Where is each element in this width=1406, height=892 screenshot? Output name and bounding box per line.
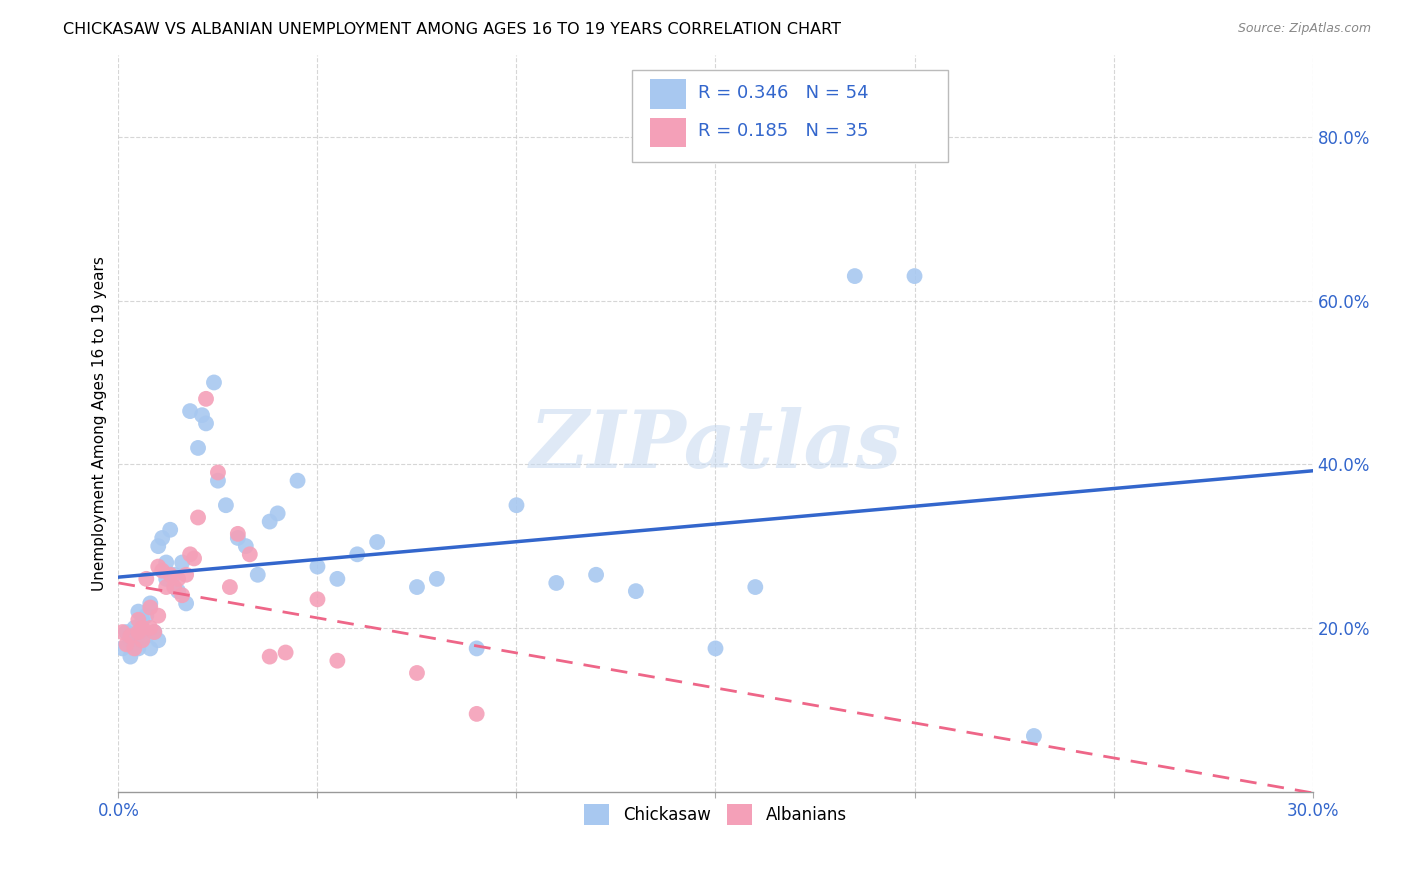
Point bbox=[124, 621, 146, 635]
Point bbox=[207, 474, 229, 488]
Point bbox=[174, 596, 197, 610]
Point bbox=[187, 441, 209, 455]
Point bbox=[187, 510, 209, 524]
Point bbox=[163, 567, 186, 582]
Text: ZIPatlas: ZIPatlas bbox=[530, 407, 901, 484]
Point bbox=[115, 637, 138, 651]
Point bbox=[150, 531, 173, 545]
Point bbox=[183, 551, 205, 566]
Point bbox=[139, 641, 162, 656]
Text: R = 0.185   N = 35: R = 0.185 N = 35 bbox=[697, 122, 868, 140]
Point bbox=[246, 567, 269, 582]
Point bbox=[465, 706, 488, 721]
Point bbox=[195, 392, 218, 406]
Point bbox=[239, 547, 262, 561]
Point bbox=[131, 621, 153, 635]
Point bbox=[174, 567, 197, 582]
Point bbox=[307, 592, 329, 607]
Point bbox=[131, 613, 153, 627]
Point bbox=[505, 498, 527, 512]
Point bbox=[1022, 729, 1045, 743]
Point bbox=[235, 539, 257, 553]
Point bbox=[326, 654, 349, 668]
Point bbox=[127, 625, 149, 640]
Text: R = 0.346   N = 54: R = 0.346 N = 54 bbox=[697, 84, 869, 102]
Point bbox=[287, 474, 309, 488]
Text: CHICKASAW VS ALBANIAN UNEMPLOYMENT AMONG AGES 16 TO 19 YEARS CORRELATION CHART: CHICKASAW VS ALBANIAN UNEMPLOYMENT AMONG… bbox=[63, 22, 841, 37]
Point bbox=[163, 580, 186, 594]
Point bbox=[226, 526, 249, 541]
Point bbox=[307, 559, 329, 574]
Point bbox=[143, 625, 166, 640]
Point bbox=[124, 641, 146, 656]
Point bbox=[406, 580, 429, 594]
Point bbox=[120, 629, 142, 643]
Point bbox=[111, 641, 134, 656]
Point bbox=[120, 649, 142, 664]
Text: Source: ZipAtlas.com: Source: ZipAtlas.com bbox=[1237, 22, 1371, 36]
Point bbox=[115, 625, 138, 640]
Point bbox=[148, 633, 170, 648]
Point bbox=[155, 572, 177, 586]
Point bbox=[135, 572, 157, 586]
Point bbox=[624, 584, 647, 599]
Point bbox=[191, 408, 214, 422]
Point bbox=[215, 498, 238, 512]
Point bbox=[366, 535, 388, 549]
Point bbox=[465, 641, 488, 656]
Point bbox=[426, 572, 449, 586]
Point bbox=[259, 515, 281, 529]
Point bbox=[127, 605, 149, 619]
Point bbox=[844, 269, 866, 284]
Point bbox=[139, 600, 162, 615]
Point bbox=[903, 269, 925, 284]
Point bbox=[148, 559, 170, 574]
Point bbox=[585, 567, 607, 582]
Point bbox=[259, 649, 281, 664]
Y-axis label: Unemployment Among Ages 16 to 19 years: Unemployment Among Ages 16 to 19 years bbox=[93, 256, 107, 591]
Point bbox=[326, 572, 349, 586]
Point bbox=[155, 556, 177, 570]
Point bbox=[704, 641, 727, 656]
Point bbox=[172, 556, 194, 570]
Point bbox=[139, 596, 162, 610]
Point bbox=[546, 576, 568, 591]
Point bbox=[150, 564, 173, 578]
Point bbox=[202, 376, 225, 390]
Point bbox=[159, 567, 181, 582]
Point bbox=[127, 613, 149, 627]
Point bbox=[135, 629, 157, 643]
Point bbox=[406, 665, 429, 680]
Point bbox=[346, 547, 368, 561]
Point bbox=[744, 580, 766, 594]
Point bbox=[207, 466, 229, 480]
Point bbox=[172, 588, 194, 602]
Point bbox=[139, 621, 162, 635]
Point bbox=[148, 608, 170, 623]
Point bbox=[179, 547, 201, 561]
Point bbox=[159, 523, 181, 537]
Point bbox=[167, 584, 190, 599]
Point bbox=[195, 417, 218, 431]
Point bbox=[111, 625, 134, 640]
Point bbox=[226, 531, 249, 545]
Point bbox=[148, 539, 170, 553]
Point bbox=[127, 641, 149, 656]
Point bbox=[135, 608, 157, 623]
Point bbox=[155, 580, 177, 594]
Point bbox=[266, 507, 288, 521]
Point bbox=[131, 633, 153, 648]
FancyBboxPatch shape bbox=[631, 70, 948, 162]
Point bbox=[179, 404, 201, 418]
Point bbox=[131, 625, 153, 640]
Point bbox=[143, 625, 166, 640]
Point bbox=[167, 572, 190, 586]
Point bbox=[120, 633, 142, 648]
Legend: Chickasaw, Albanians: Chickasaw, Albanians bbox=[578, 797, 853, 831]
Point bbox=[124, 637, 146, 651]
Point bbox=[219, 580, 242, 594]
FancyBboxPatch shape bbox=[650, 79, 686, 109]
Point bbox=[274, 646, 297, 660]
FancyBboxPatch shape bbox=[650, 118, 686, 147]
